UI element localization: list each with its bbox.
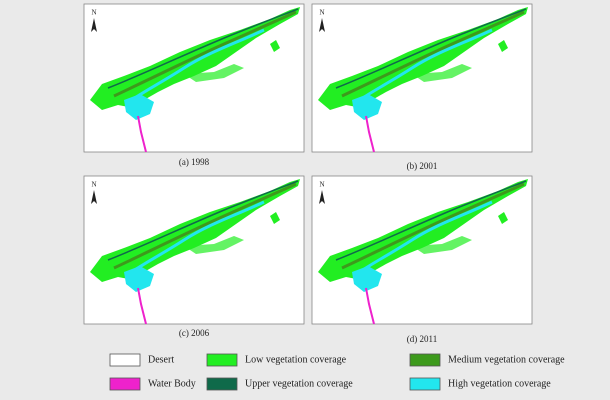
north-arrow	[319, 190, 325, 204]
legend-swatch	[206, 353, 238, 367]
north-label: N	[91, 9, 96, 17]
panel-caption: (b) 2001	[407, 161, 438, 171]
legend-swatch	[409, 353, 441, 367]
north-label: N	[319, 181, 324, 189]
legend-label: Medium vegetation coverage	[448, 354, 565, 365]
legend-swatch	[109, 377, 141, 391]
legend-label: Water Body	[148, 378, 196, 389]
panel-caption: (d) 2011	[407, 334, 437, 344]
panel-caption: (a) 1998	[179, 157, 210, 167]
north-arrow	[319, 18, 325, 32]
legend-swatch	[109, 353, 141, 367]
north-label: N	[319, 9, 324, 17]
legend-swatch	[409, 377, 441, 391]
legend-label: Upper vegetation coverage	[245, 378, 353, 389]
north-arrow	[91, 190, 97, 204]
legend-label: High vegetation coverage	[448, 378, 551, 389]
legend-label: Low vegetation coverage	[245, 354, 347, 365]
north-arrow	[91, 18, 97, 32]
panel-caption: (c) 2006	[179, 328, 210, 338]
legend-swatch	[206, 377, 238, 391]
north-label: N	[91, 181, 96, 189]
legend-label: Desert	[148, 354, 174, 365]
